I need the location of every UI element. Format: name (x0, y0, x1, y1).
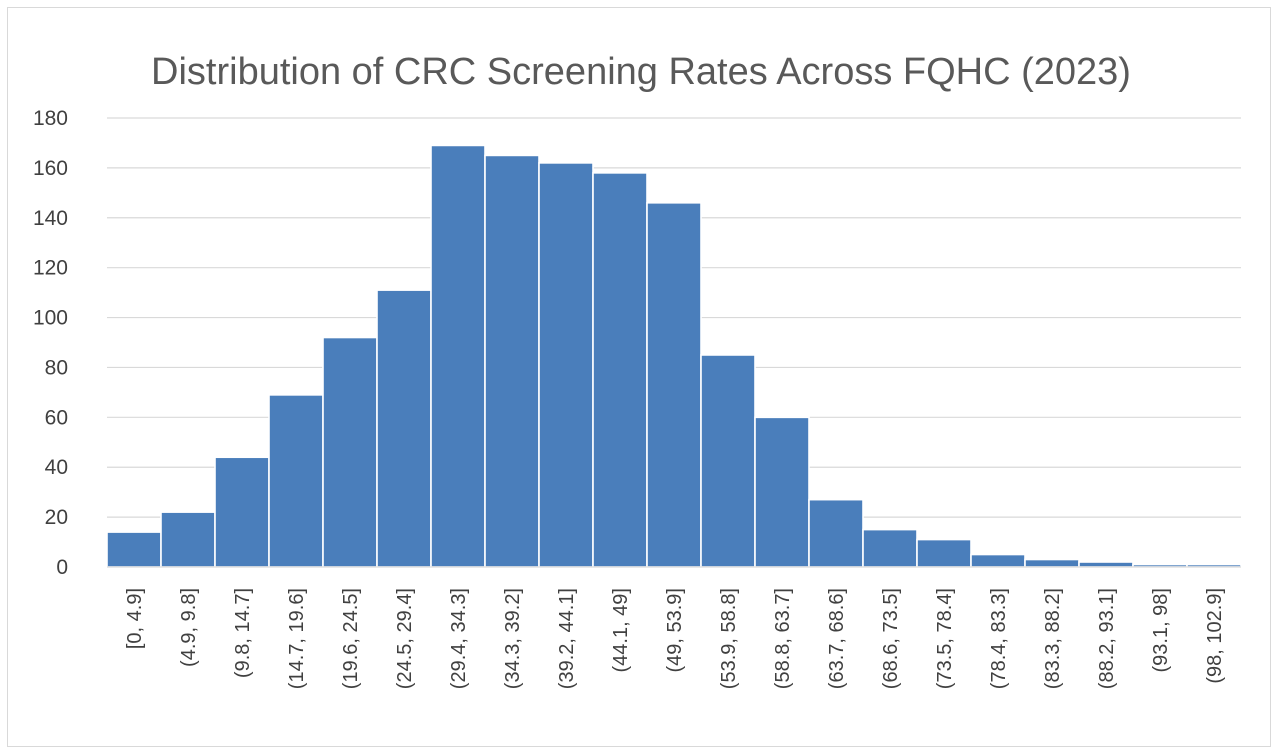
histogram-bar (268, 394, 324, 568)
x-axis-ticks: [0, 4.9] (4.9, 9.8] (9.8, 14.7] (14.7, 19.6… (124, 588, 1226, 689)
x-tick-label: (58.8, 63.7] (772, 588, 794, 689)
histogram-bar (970, 553, 1026, 568)
histogram-bar (376, 289, 432, 568)
x-tick-label: (24.5, 29.4] (394, 588, 416, 689)
x-tick-label: (93.1, 98] (1150, 588, 1172, 673)
histogram-bar (592, 172, 648, 568)
x-tick-label: (88.2, 93.1] (1096, 588, 1118, 689)
histogram-bar (646, 202, 702, 568)
x-tick-label: (78.4, 83.3] (988, 588, 1010, 689)
x-tick-label: (39.2, 44.1] (556, 588, 578, 689)
histogram-bar (1078, 561, 1134, 568)
y-tick-label: 60 (45, 406, 68, 429)
histogram-bar (862, 528, 918, 568)
x-tick-label: (19.6, 24.5] (340, 588, 362, 689)
chart-frame: Distribution of CRC Screening Rates Acro… (7, 7, 1271, 747)
y-tick-label: 160 (33, 157, 68, 180)
y-tick-label: 120 (33, 257, 68, 280)
histogram-bar (430, 144, 486, 568)
histogram-bar (160, 511, 216, 568)
y-tick-label: 80 (45, 356, 68, 379)
x-tick-label: [0, 4.9] (124, 588, 146, 649)
histogram-bar (106, 531, 162, 568)
y-tick-label: 20 (45, 506, 68, 529)
x-tick-label: (83.3, 88.2] (1042, 588, 1064, 689)
x-tick-label: (4.9, 9.8] (178, 588, 200, 667)
x-tick-label: (68.6, 73.5] (880, 588, 902, 689)
x-tick-label: (29.4, 34.3] (448, 588, 470, 689)
histogram-chart: Distribution of CRC Screening Rates Acro… (33, 51, 1242, 689)
y-tick-label: 40 (45, 456, 68, 479)
histogram-bar (538, 162, 594, 568)
x-tick-label: (63.7, 68.6] (826, 588, 848, 689)
x-tick-label: (49, 53.9] (664, 588, 686, 673)
bars (106, 144, 1242, 568)
y-tick-label: 0 (56, 556, 68, 579)
x-tick-label: (98, 102.9] (1204, 588, 1226, 684)
x-tick-label: (73.5, 78.4] (934, 588, 956, 689)
histogram-bar (700, 354, 756, 568)
y-tick-label: 100 (33, 307, 68, 330)
histogram-bar (754, 416, 810, 568)
histogram-bar (916, 538, 972, 568)
histogram-bar (1024, 558, 1080, 568)
histogram-bar (808, 498, 864, 568)
y-tick-label: 140 (33, 207, 68, 230)
x-tick-label: (14.7, 19.6] (286, 588, 308, 689)
histogram-bar (322, 336, 378, 568)
x-tick-label: (34.3, 39.2] (502, 588, 524, 689)
y-tick-label: 180 (33, 107, 68, 130)
histogram-bar (484, 154, 540, 568)
x-tick-label: (44.1, 49] (610, 588, 632, 673)
histogram-bar (214, 456, 270, 568)
x-tick-label: (53.9, 58.8] (718, 588, 740, 689)
x-tick-label: (9.8, 14.7] (232, 588, 254, 678)
y-axis-ticks: 0 20 40 60 80 100 120 140 160 180 (33, 107, 68, 579)
chart-title: Distribution of CRC Screening Rates Acro… (151, 51, 1131, 93)
